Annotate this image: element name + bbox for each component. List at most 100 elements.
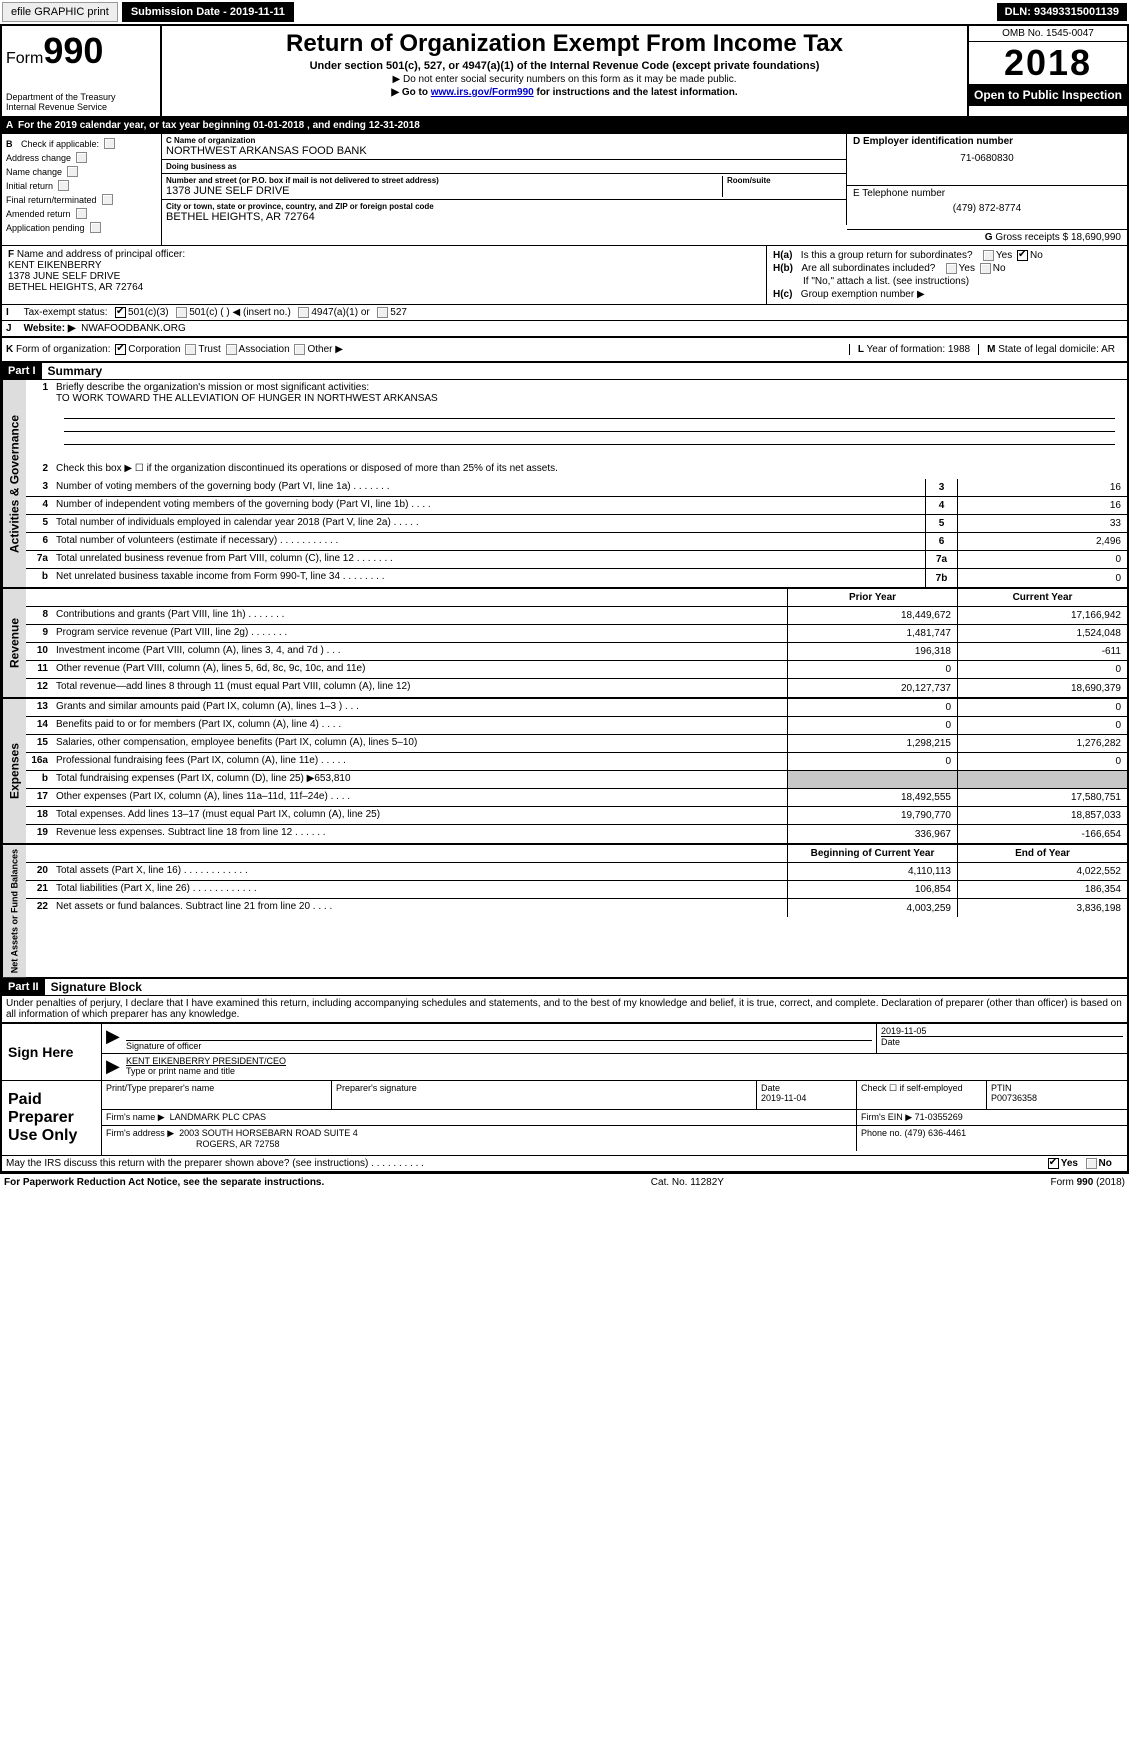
part1-title: Summary: [42, 364, 103, 378]
rev-line-9: 9Program service revenue (Part VIII, lin…: [26, 625, 1127, 643]
form-of-org-label: Form of organization:: [16, 344, 111, 355]
part1-header-row: Part I Summary: [2, 363, 1127, 380]
i-501c-checkbox[interactable]: [176, 307, 187, 318]
checkbox-b-2[interactable]: [58, 180, 69, 191]
officer-addr1: 1378 JUNE SELF DRIVE: [8, 271, 120, 282]
exp-line-13: 13Grants and similar amounts paid (Part …: [26, 699, 1127, 717]
city-label: City or town, state or province, country…: [166, 202, 842, 211]
gov-line-7a: 7aTotal unrelated business revenue from …: [26, 551, 1127, 569]
exp-line-19: 19Revenue less expenses. Subtract line 1…: [26, 825, 1127, 843]
org-name: NORTHWEST ARKANSAS FOOD BANK: [166, 145, 842, 157]
submission-date-button[interactable]: Submission Date - 2019-11-11: [122, 2, 294, 22]
efile-button[interactable]: efile GRAPHIC print: [2, 2, 118, 22]
row-a-begin: 01-01-2018: [253, 120, 304, 131]
col-end-year: End of Year: [957, 845, 1127, 862]
i-opt1: 501(c)(3): [128, 307, 169, 318]
k-other-checkbox[interactable]: [294, 344, 305, 355]
dba-label: Doing business as: [166, 162, 842, 171]
exp-line-17: 17Other expenses (Part IX, column (A), l…: [26, 789, 1127, 807]
gross-receipts-label: Gross receipts $: [995, 232, 1071, 243]
line2-num: 2: [26, 461, 52, 479]
checkbox-b-master[interactable]: [104, 138, 115, 149]
col-current-year: Current Year: [957, 589, 1127, 606]
header-center: Return of Organization Exempt From Incom…: [162, 26, 967, 116]
ha-no-checkbox[interactable]: [1017, 250, 1028, 261]
dln-badge: DLN: 93493315001139: [997, 3, 1127, 21]
revenue-section: Revenue Prior Year Current Year 8Contrib…: [2, 589, 1127, 699]
paid-preparer-label: Paid Preparer Use Only: [2, 1081, 102, 1155]
sig-date-value: 2019-11-05: [881, 1026, 1123, 1036]
k-assoc-checkbox[interactable]: [226, 344, 237, 355]
exp-line-b: bTotal fundraising expenses (Part IX, co…: [26, 771, 1127, 789]
column-b-checkboxes: B Check if applicable: Address changeNam…: [2, 134, 162, 245]
b-option-4: Amended return: [6, 208, 157, 219]
perjury-statement: Under penalties of perjury, I declare th…: [2, 996, 1127, 1024]
street-label: Number and street (or P.O. box if mail i…: [166, 176, 722, 185]
expenses-section: Expenses 13Grants and similar amounts pa…: [2, 699, 1127, 845]
row-a-text: For the 2019 calendar year, or tax year …: [18, 120, 420, 131]
form-prefix: Form: [6, 50, 43, 67]
i-4947-checkbox[interactable]: [298, 307, 309, 318]
checkbox-b-5[interactable]: [90, 222, 101, 233]
hb-yes: Yes: [959, 263, 975, 274]
omb-number: OMB No. 1545-0047: [969, 26, 1127, 42]
ha-yes-checkbox[interactable]: [983, 250, 994, 261]
phone-label: E Telephone number: [853, 188, 1121, 199]
domicile-value: AR: [1101, 344, 1115, 355]
domicile-label: State of legal domicile:: [998, 344, 1101, 355]
label-ha: H(a): [773, 250, 792, 261]
i-501c3-checkbox[interactable]: [115, 307, 126, 318]
b-option-3: Final return/terminated: [6, 194, 157, 205]
hb-yes-checkbox[interactable]: [946, 263, 957, 274]
footer-mid: Cat. No. 11282Y: [651, 1177, 724, 1188]
header-right: OMB No. 1545-0047 2018 Open to Public In…: [967, 26, 1127, 116]
dept-line1: Department of the Treasury: [6, 92, 156, 102]
note2-pre: ▶ Go to: [391, 87, 430, 98]
org-name-label: C Name of organization: [166, 136, 842, 145]
label-l: L: [858, 344, 864, 355]
prep-date-label: Date: [761, 1083, 852, 1093]
net-line-22: 22Net assets or fund balances. Subtract …: [26, 899, 1127, 917]
ha-yes: Yes: [996, 250, 1012, 261]
checkbox-b-3[interactable]: [102, 194, 113, 205]
net-line-20: 20Total assets (Part X, line 16) . . . .…: [26, 863, 1127, 881]
dln-label: DLN:: [1005, 6, 1034, 18]
officer-label: Name and address of principal officer:: [17, 249, 185, 260]
sig-officer-label: Signature of officer: [126, 1040, 872, 1051]
label-f: F: [8, 249, 14, 260]
hb-no-checkbox[interactable]: [980, 263, 991, 274]
b-option-5: Application pending: [6, 222, 157, 233]
checkbox-b-4[interactable]: [76, 208, 87, 219]
section-klm: K Form of organization: Corporation Trus…: [2, 338, 1127, 363]
k-trust: Trust: [198, 344, 220, 355]
officer-addr2: BETHEL HEIGHTS, AR 72764: [8, 282, 143, 293]
k-corp-checkbox[interactable]: [115, 344, 126, 355]
part1-badge: Part I: [2, 363, 42, 379]
vtab-net-assets: Net Assets or Fund Balances: [2, 845, 26, 977]
discuss-row: May the IRS discuss this return with the…: [2, 1156, 1127, 1171]
i-527-checkbox[interactable]: [377, 307, 388, 318]
checkbox-b-1[interactable]: [67, 166, 78, 177]
prep-name-label: Print/Type preparer's name: [106, 1083, 327, 1093]
firm-name-label: Firm's name ▶: [106, 1112, 165, 1122]
k-trust-checkbox[interactable]: [185, 344, 196, 355]
k-corp: Corporation: [128, 344, 180, 355]
gov-line-5: 5Total number of individuals employed in…: [26, 515, 1127, 533]
label-hc: H(c): [773, 289, 792, 300]
irs-link[interactable]: www.irs.gov/Form990: [431, 87, 534, 98]
checkbox-b-0[interactable]: [76, 152, 87, 163]
gov-line-3: 3Number of voting members of the governi…: [26, 479, 1127, 497]
gov-line-7b: bNet unrelated business taxable income f…: [26, 569, 1127, 587]
section-j: J Website: ▶ NWAFOODBANK.ORG: [2, 321, 1127, 338]
discuss-no: No: [1099, 1158, 1112, 1169]
gov-line-6: 6Total number of volunteers (estimate if…: [26, 533, 1127, 551]
form-subtitle: Under section 501(c), 527, or 4947(a)(1)…: [166, 60, 963, 72]
i-opt4: 527: [390, 307, 407, 318]
discuss-yes-checkbox[interactable]: [1048, 1158, 1059, 1169]
i-opt2: 501(c) ( ) ◀ (insert no.): [189, 307, 291, 318]
rev-line-11: 11Other revenue (Part VIII, column (A), …: [26, 661, 1127, 679]
part2-badge: Part II: [2, 979, 45, 995]
ptin-value: P00736358: [991, 1093, 1123, 1103]
discuss-no-checkbox[interactable]: [1086, 1158, 1097, 1169]
sign-here-block: Sign Here ▶ Signature of officer 2019-11…: [2, 1024, 1127, 1081]
